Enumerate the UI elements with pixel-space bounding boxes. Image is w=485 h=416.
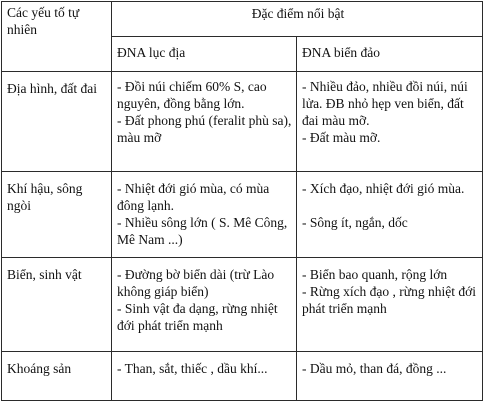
row-mainland-text: - Than, sắt, thiếc , dầu khí... — [117, 361, 268, 376]
header-mainland-cell: ĐNA lục địa — [111, 36, 297, 72]
row-island-cell: - Xích đạo, nhiệt đới gió mùa. - Sông ít… — [295, 171, 484, 258]
comparison-table: Các yếu tố tự nhiên Đặc điểm nổi bật ĐNA… — [1, 1, 484, 401]
row-island-text: - Biển bao quanh, rộng lớn - Rừng xích đ… — [302, 267, 476, 317]
row-island-text: - Nhiều đảo, nhiều đồi núi, núi lửa. ĐB … — [302, 79, 468, 146]
row-factor-label: Địa hình, đất đai — [7, 81, 97, 96]
row-island-cell: - Biển bao quanh, rộng lớn - Rừng xích đ… — [295, 257, 484, 352]
table-row-climate: Khí hậu, sông ngòi - Nhiệt đới gió mùa, … — [1, 171, 484, 258]
header-factor-label: Các yếu tố tự nhiên — [7, 5, 80, 38]
table-header-row: Các yếu tố tự nhiên Đặc điểm nổi bật — [1, 1, 484, 72]
row-mainland-text: - Đường bờ biển dài (trừ Lào không giáp … — [117, 267, 278, 334]
row-factor-label: Khoáng sản — [7, 361, 72, 376]
row-factor-label: Khí hậu, sông ngòi — [7, 181, 83, 214]
header-features-cell: Đặc điểm nổi bật — [110, 1, 484, 37]
row-factor-cell: Khí hậu, sông ngòi — [1, 171, 112, 258]
row-factor-cell: Địa hình, đất đai — [1, 71, 112, 172]
header-mainland-label: ĐNA lục địa — [117, 45, 186, 60]
header-island-cell: ĐNA biển đảo — [295, 36, 484, 72]
row-island-cell: - Dầu mỏ, than đá, đồng ... — [295, 351, 484, 401]
table-row-terrain: Địa hình, đất đai - Đồi núi chiếm 60% S,… — [1, 71, 484, 172]
header-features-label: Đặc điểm nổi bật — [251, 6, 345, 21]
row-mainland-cell: - Than, sắt, thiếc , dầu khí... — [111, 351, 297, 401]
row-mainland-cell: - Đồi núi chiếm 60% S, cao nguyên, đồng … — [111, 71, 297, 172]
row-island-cell: - Nhiều đảo, nhiều đồi núi, núi lửa. ĐB … — [295, 71, 484, 172]
row-island-text: - Dầu mỏ, than đá, đồng ... — [302, 361, 447, 376]
row-factor-cell: Khoáng sản — [1, 351, 112, 401]
header-island-label: ĐNA biển đảo — [302, 45, 380, 60]
table-row-mineral: Khoáng sản - Than, sắt, thiếc , dầu khí.… — [1, 351, 484, 401]
row-factor-cell: Biển, sinh vật — [1, 257, 112, 352]
row-mainland-cell: - Nhiệt đới gió mùa, có mùa đông lạnh. -… — [111, 171, 297, 258]
row-factor-label: Biển, sinh vật — [7, 267, 82, 282]
row-mainland-text: - Đồi núi chiếm 60% S, cao nguyên, đồng … — [117, 79, 292, 146]
header-factor-cell: Các yếu tố tự nhiên — [1, 1, 112, 72]
row-mainland-cell: - Đường bờ biển dài (trừ Lào không giáp … — [111, 257, 297, 352]
row-island-text: - Xích đạo, nhiệt đới gió mùa. - Sông ít… — [302, 181, 465, 231]
row-mainland-text: - Nhiệt đới gió mùa, có mùa đông lạnh. -… — [117, 181, 288, 248]
table-row-sea: Biển, sinh vật - Đường bờ biển dài (trừ … — [1, 257, 484, 352]
